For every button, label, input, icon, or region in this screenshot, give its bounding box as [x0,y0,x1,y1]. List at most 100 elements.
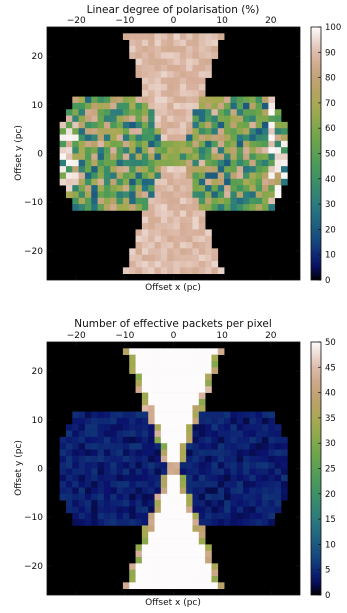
map-cell [179,449,187,457]
map-cell [173,373,181,381]
map-cell [91,430,98,438]
map-cell [135,462,143,469]
map-cell [116,185,124,192]
map-cell [141,254,149,262]
map-cell [167,121,174,129]
map-cell [160,178,168,186]
map-cell [141,557,149,564]
map-cell [211,449,219,457]
map-cell [179,379,187,387]
map-cell [141,430,149,438]
map-cell [179,102,187,110]
map-cell [217,436,225,444]
map-cell [72,512,79,520]
map-cell [205,71,212,78]
y-tick-label: −10 [24,513,43,523]
map-cell [192,153,200,161]
map-cell [173,449,181,457]
map-cell [243,436,250,444]
map-cell [243,481,250,488]
map-cell [167,261,174,268]
map-cell [205,254,212,262]
map-cell [186,500,193,507]
map-cell [186,216,193,224]
map-cell [154,525,162,533]
map-cell [91,436,98,444]
map-cell [154,544,162,552]
map-cell [243,96,250,104]
map-cell [211,185,219,192]
map-cell [186,134,193,142]
map-cell [173,172,181,180]
map-cell [262,487,269,495]
map-cell [186,557,193,564]
map-cell [122,267,130,275]
map-cell [154,538,162,545]
map-cell [91,493,98,501]
map-cell [186,267,193,275]
map-cell [198,254,206,262]
map-cell [274,166,282,173]
map-cell [78,430,86,438]
map-cell [217,582,225,590]
map-cell [192,128,200,135]
map-cell [192,487,200,495]
map-cell [211,52,219,59]
map-cell [198,348,206,355]
map-cell [116,109,124,116]
map-cell [110,140,117,148]
map-cell [78,197,86,205]
map-cell [274,185,282,192]
map-cell [198,506,206,514]
map-cell [255,197,263,205]
map-cell [129,436,136,444]
map-cell [255,191,263,199]
map-cell [135,33,143,40]
map-cell [154,115,162,123]
map-cell [217,506,225,514]
map-cell [129,582,136,590]
map-cell [141,248,149,256]
map-cell [224,449,231,457]
map-cell [173,153,181,161]
map-cell [160,71,168,78]
map-cell [173,538,181,545]
map-cell [274,134,282,142]
map-cell [135,493,143,501]
map-cell [160,210,168,218]
map-cell [230,430,238,438]
map-cell [72,147,79,154]
colorbar-tick-label: 0 [325,276,330,286]
map-cell [268,493,276,501]
map-cell [236,519,244,526]
map-cell [262,172,269,180]
map-cell [167,229,174,237]
map-cell [110,468,117,476]
map-cell [160,550,168,558]
map-cell [236,166,244,173]
map-cell [173,417,181,425]
map-cell [84,487,92,495]
map-cell [224,109,231,116]
map-cell [205,115,212,123]
map-cell [141,468,149,476]
map-cell [160,159,168,167]
map-cell [129,96,136,104]
map-cell [192,172,200,180]
map-cell [205,544,212,552]
map-cell [192,248,200,256]
map-cell [211,512,219,520]
map-cell [160,512,168,520]
map-cell [141,436,149,444]
map-cell [224,204,231,211]
map-cell [103,474,111,482]
map-cell [84,121,92,129]
map-cell [110,166,117,173]
map-cell [84,166,92,173]
map-cell [198,455,206,463]
map-cell [243,455,250,463]
map-cell [160,487,168,495]
polarisation-panel: Linear degree of polarisation (%) −20 −10… [14,4,341,293]
map-cell [91,204,98,211]
